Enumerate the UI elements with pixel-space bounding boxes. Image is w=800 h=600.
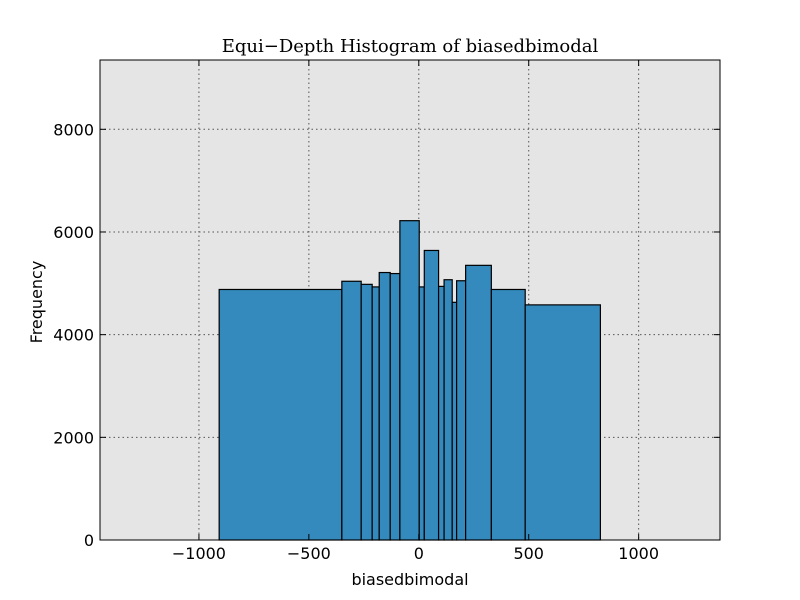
y-tick-label: 8000 bbox=[53, 120, 94, 139]
x-tick-label: 500 bbox=[513, 544, 544, 563]
histogram-bar bbox=[378, 271, 391, 541]
histogram-bar bbox=[360, 283, 373, 541]
histogram-bar bbox=[437, 285, 445, 541]
histogram-bar bbox=[490, 288, 526, 541]
x-tick-label: 1000 bbox=[618, 544, 659, 563]
axis-ticks: −1000 −500 0 500 1000 0 2000 4000 6000 8000 bbox=[53, 60, 720, 563]
plot-frame bbox=[99, 59, 721, 541]
histogram-bar bbox=[399, 220, 420, 541]
x-tick-label: 0 bbox=[414, 544, 424, 563]
x-axis-label: biasedbimodal bbox=[351, 570, 468, 589]
y-tick-label: 4000 bbox=[53, 326, 94, 345]
chart-title: Equi−Depth Histogram of biasedbimodal bbox=[222, 36, 599, 57]
histogram-bar bbox=[465, 264, 492, 541]
histogram-bar bbox=[341, 280, 362, 541]
x-tick-label: −500 bbox=[287, 544, 331, 563]
x-tick-label: −1000 bbox=[172, 544, 226, 563]
y-axis-label: Frequency bbox=[27, 261, 46, 344]
y-tick-label: 2000 bbox=[53, 428, 94, 447]
histogram-bar bbox=[524, 304, 601, 541]
histogram-bars bbox=[218, 220, 601, 541]
histogram-bar bbox=[418, 286, 425, 541]
histogram-bar bbox=[371, 286, 380, 541]
histogram-bar bbox=[218, 288, 343, 541]
histogram-bar bbox=[456, 280, 467, 541]
histogram-bar bbox=[389, 272, 401, 541]
histogram-bar bbox=[451, 301, 458, 541]
histogram-bar bbox=[443, 279, 453, 541]
y-tick-label: 6000 bbox=[53, 223, 94, 242]
histogram-bar bbox=[423, 249, 440, 541]
y-tick-label: 0 bbox=[84, 531, 94, 550]
